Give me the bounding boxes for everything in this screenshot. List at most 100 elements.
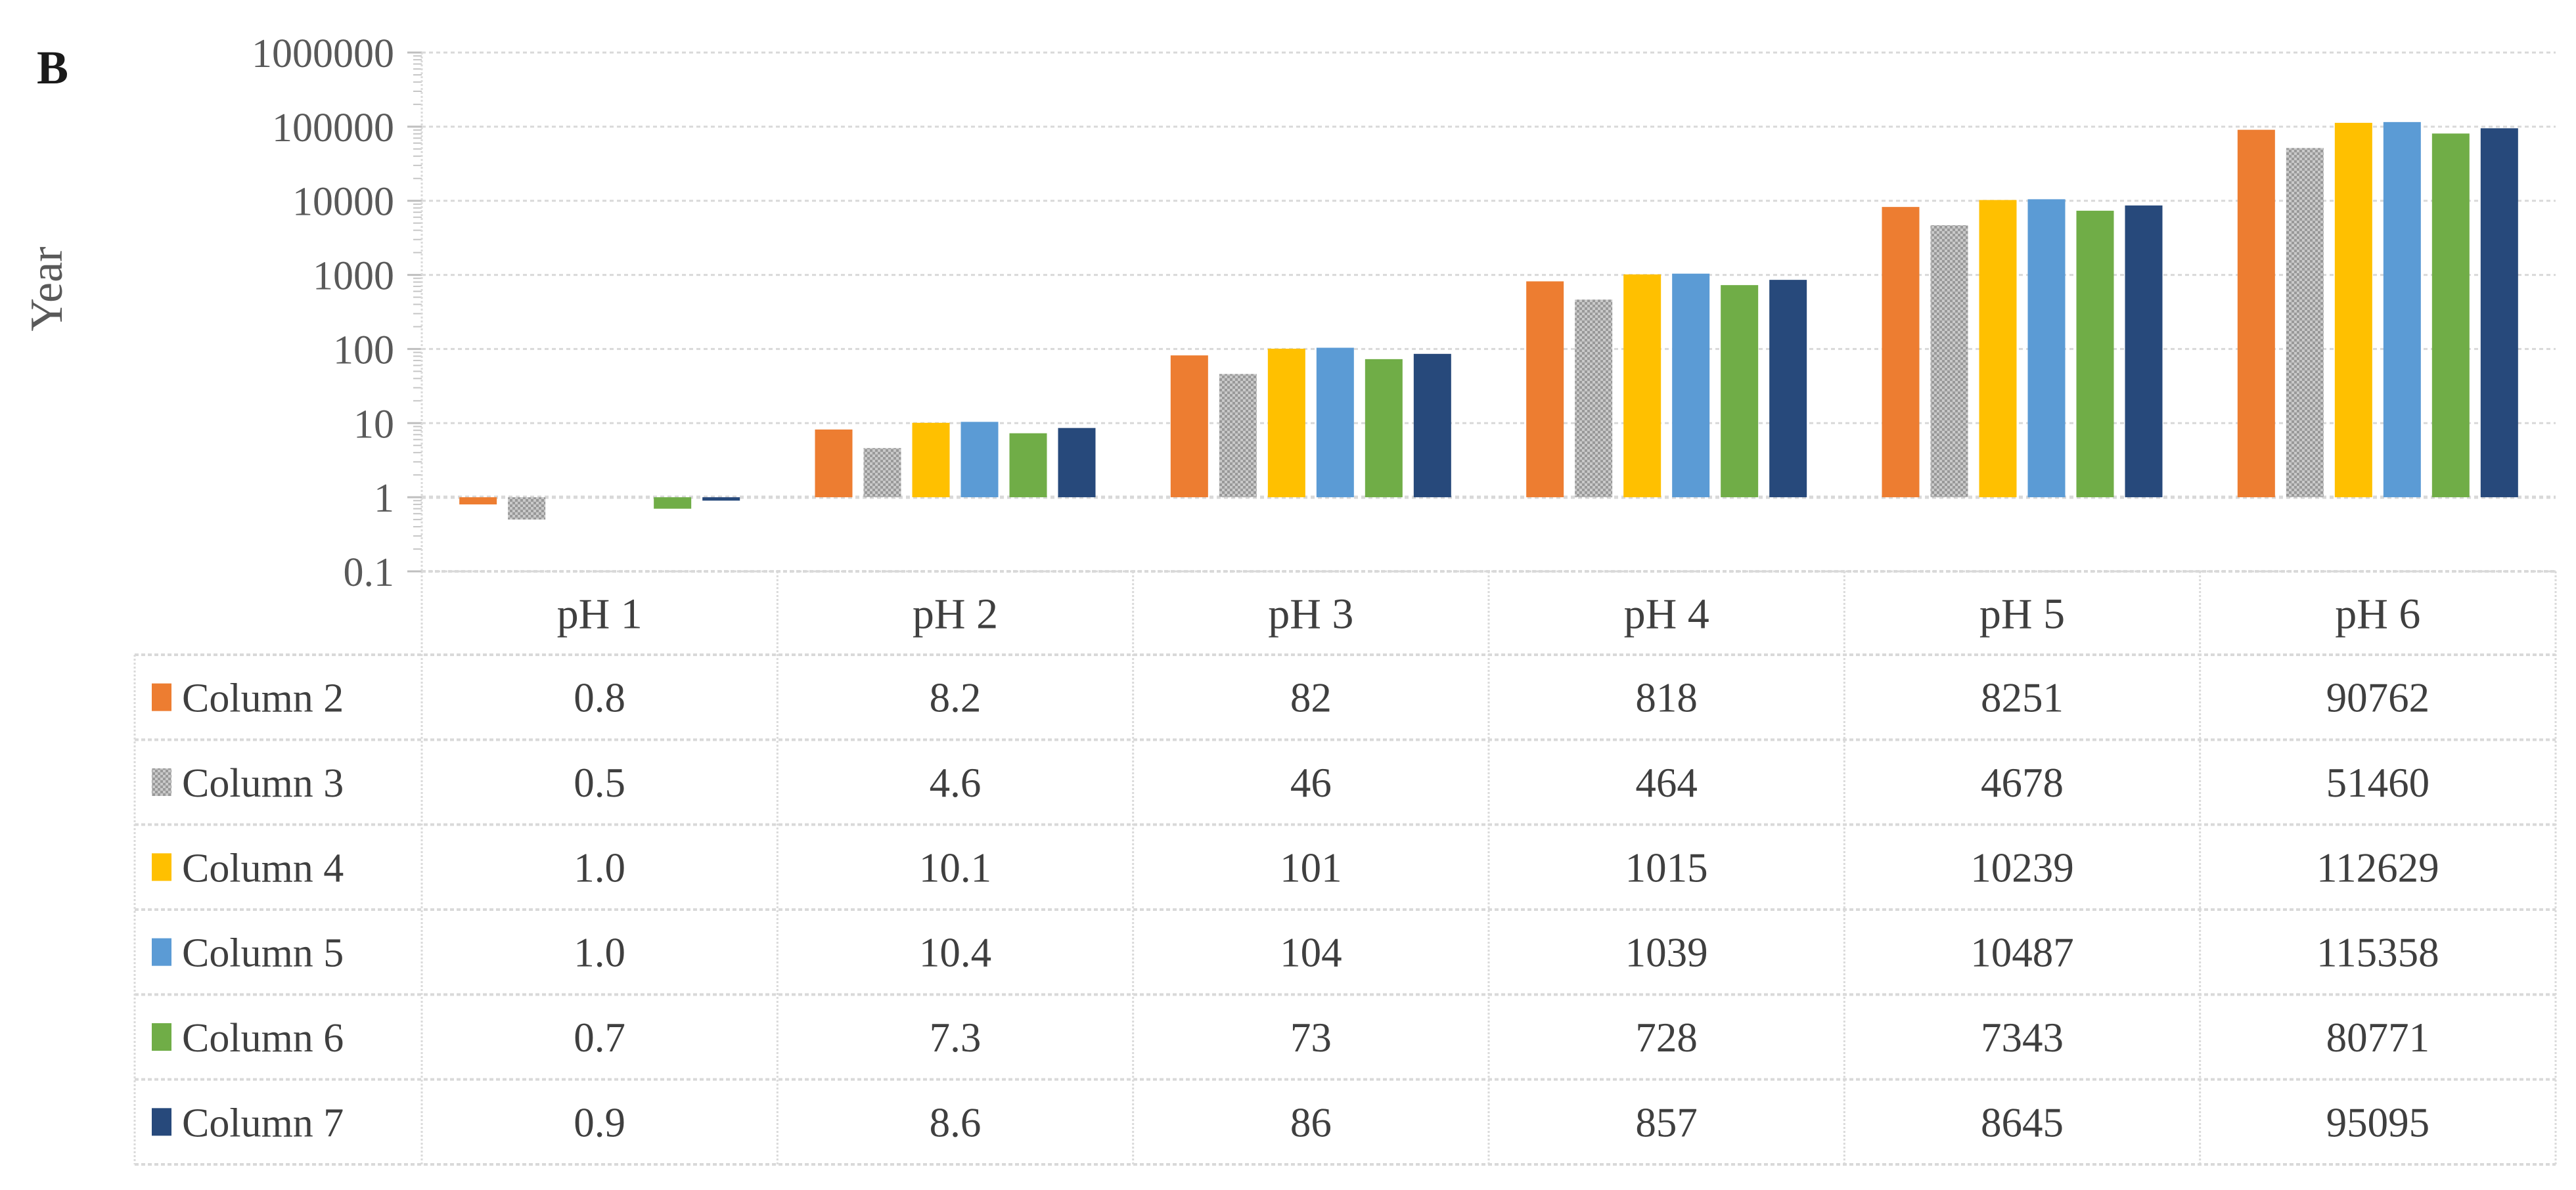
bar-column-2-ph-6 bbox=[2237, 129, 2275, 498]
bar-column-7-ph-2 bbox=[1058, 428, 1096, 498]
table-cell-value: 0.8 bbox=[574, 675, 625, 721]
table-cell-value: 4.6 bbox=[930, 760, 982, 806]
bar-column-3-ph-1 bbox=[508, 497, 546, 520]
category-header: pH 4 bbox=[1624, 590, 1709, 638]
data-table-borders bbox=[133, 570, 2557, 1166]
table-cell-value: 0.9 bbox=[574, 1099, 625, 1145]
table-cell-value: 728 bbox=[1635, 1015, 1698, 1061]
bar-column-2-ph-4 bbox=[1526, 281, 1564, 498]
legend-swatch-column-2 bbox=[152, 683, 171, 711]
table-cell-value: 104 bbox=[1280, 930, 1342, 976]
series-name: Column 3 bbox=[182, 761, 344, 806]
bar-column-4-ph-3 bbox=[1267, 348, 1305, 498]
bar-column-7-ph-5 bbox=[2125, 205, 2163, 498]
table-cell-value: 112629 bbox=[2316, 845, 2439, 891]
bar-column-3-ph-2 bbox=[863, 448, 901, 498]
bar-column-7-ph-1 bbox=[702, 497, 740, 501]
series-name: Column 7 bbox=[182, 1101, 344, 1145]
table-cell-value: 1.0 bbox=[574, 930, 625, 976]
category-header: pH 1 bbox=[557, 590, 643, 638]
table-cell-value: 51460 bbox=[2326, 760, 2430, 806]
bar-column-6-ph-2 bbox=[1009, 433, 1047, 498]
table-cell-value: 46 bbox=[1290, 760, 1332, 806]
bar-column-4-ph-5 bbox=[1979, 200, 2017, 498]
y-tick-label: 0.1 bbox=[344, 550, 395, 595]
table-cell-value: 857 bbox=[1635, 1099, 1698, 1145]
table-cell-value: 8.6 bbox=[930, 1099, 982, 1145]
legend-swatch-column-4 bbox=[152, 853, 171, 881]
table-cell-value: 0.7 bbox=[574, 1015, 625, 1061]
bar-column-3-ph-3 bbox=[1219, 374, 1257, 498]
bar-column-5-ph-2 bbox=[960, 422, 999, 498]
table-cell-value: 10.1 bbox=[919, 845, 991, 891]
table-cell-value: 80771 bbox=[2326, 1015, 2430, 1061]
table-cell-value: 86 bbox=[1290, 1099, 1332, 1145]
legend-swatch-column-7 bbox=[152, 1108, 171, 1136]
bar-column-6-ph-1 bbox=[654, 497, 692, 509]
bar-column-3-ph-4 bbox=[1575, 299, 1613, 498]
category-header: pH 5 bbox=[1979, 590, 2065, 638]
series-name: Column 4 bbox=[182, 846, 344, 891]
bar-column-5-ph-5 bbox=[2027, 199, 2066, 498]
table-cell-value: 8.2 bbox=[930, 675, 982, 721]
table-cell-value: 1039 bbox=[1625, 930, 1708, 976]
table-cell-value: 4678 bbox=[1981, 760, 2064, 806]
table-cell-value: 7.3 bbox=[930, 1015, 982, 1061]
table-cell-value: 73 bbox=[1290, 1015, 1332, 1061]
bar-column-3-ph-5 bbox=[1930, 225, 1968, 498]
y-tick-label: 10000 bbox=[292, 180, 394, 225]
y-tick-label: 100 bbox=[333, 328, 394, 372]
bar-column-4-ph-6 bbox=[2334, 123, 2372, 498]
bar-column-7-ph-3 bbox=[1413, 353, 1451, 498]
gridlines bbox=[422, 51, 2556, 573]
table-cell-value: 1015 bbox=[1625, 845, 1708, 891]
y-tick-label: 100000 bbox=[272, 106, 394, 150]
y-tick-label: 1 bbox=[374, 476, 394, 521]
bar-column-5-ph-6 bbox=[2383, 121, 2421, 498]
bar-column-2-ph-5 bbox=[1882, 207, 1920, 498]
legend-swatch-column-6 bbox=[152, 1023, 171, 1051]
category-header: pH 2 bbox=[913, 590, 998, 638]
bar-column-5-ph-3 bbox=[1316, 347, 1354, 498]
bar-column-5-ph-4 bbox=[1672, 273, 1710, 498]
bar-column-6-ph-6 bbox=[2431, 133, 2470, 498]
panel-label: B bbox=[37, 41, 69, 94]
table-cell-value: 818 bbox=[1635, 675, 1698, 721]
table-cell-value: 90762 bbox=[2326, 675, 2430, 721]
labels: 1000000 100000 10000 1000 100 101 0.1 pH 1 pH 2 p… bbox=[182, 32, 2439, 1145]
series-name: Column 5 bbox=[182, 931, 344, 976]
bar-column-3-ph-6 bbox=[2286, 148, 2324, 498]
bar-column-2-ph-3 bbox=[1170, 355, 1208, 498]
series-name: Column 6 bbox=[182, 1016, 344, 1061]
bar-column-2-ph-2 bbox=[815, 430, 853, 498]
table-cell-value: 1.0 bbox=[574, 845, 625, 891]
table-cell-value: 7343 bbox=[1981, 1015, 2064, 1061]
table-cell-value: 8645 bbox=[1981, 1099, 2064, 1145]
y-tick-label: 1000000 bbox=[252, 32, 394, 76]
y-tick-label: 1000 bbox=[313, 254, 394, 299]
table-cell-value: 464 bbox=[1635, 760, 1698, 806]
table-cell-value: 10239 bbox=[1970, 845, 2074, 891]
category-header: pH 3 bbox=[1268, 590, 1353, 638]
table-cell-value: 10.4 bbox=[919, 930, 991, 976]
legend-swatch-column-3 bbox=[152, 768, 171, 796]
table-cell-value: 10487 bbox=[1970, 930, 2074, 976]
legend-swatch-column-5 bbox=[152, 938, 171, 966]
category-header: pH 6 bbox=[2335, 590, 2420, 638]
table-cell-value: 101 bbox=[1280, 845, 1342, 891]
y-axis-title: Year bbox=[22, 246, 72, 332]
bar-column-2-ph-1 bbox=[459, 497, 497, 505]
bars bbox=[152, 121, 2518, 1136]
bar-column-6-ph-5 bbox=[2076, 210, 2114, 498]
bar-column-4-ph-4 bbox=[1623, 274, 1661, 498]
bar-column-6-ph-4 bbox=[1721, 285, 1759, 498]
table-cell-value: 95095 bbox=[2326, 1099, 2430, 1145]
bar-column-7-ph-4 bbox=[1769, 280, 1807, 498]
table-cell-value: 8251 bbox=[1981, 675, 2064, 721]
table-cell-value: 82 bbox=[1290, 675, 1332, 721]
bar-column-6-ph-3 bbox=[1365, 359, 1403, 498]
bar-column-7-ph-6 bbox=[2480, 128, 2518, 498]
bar-column-4-ph-2 bbox=[912, 422, 950, 498]
